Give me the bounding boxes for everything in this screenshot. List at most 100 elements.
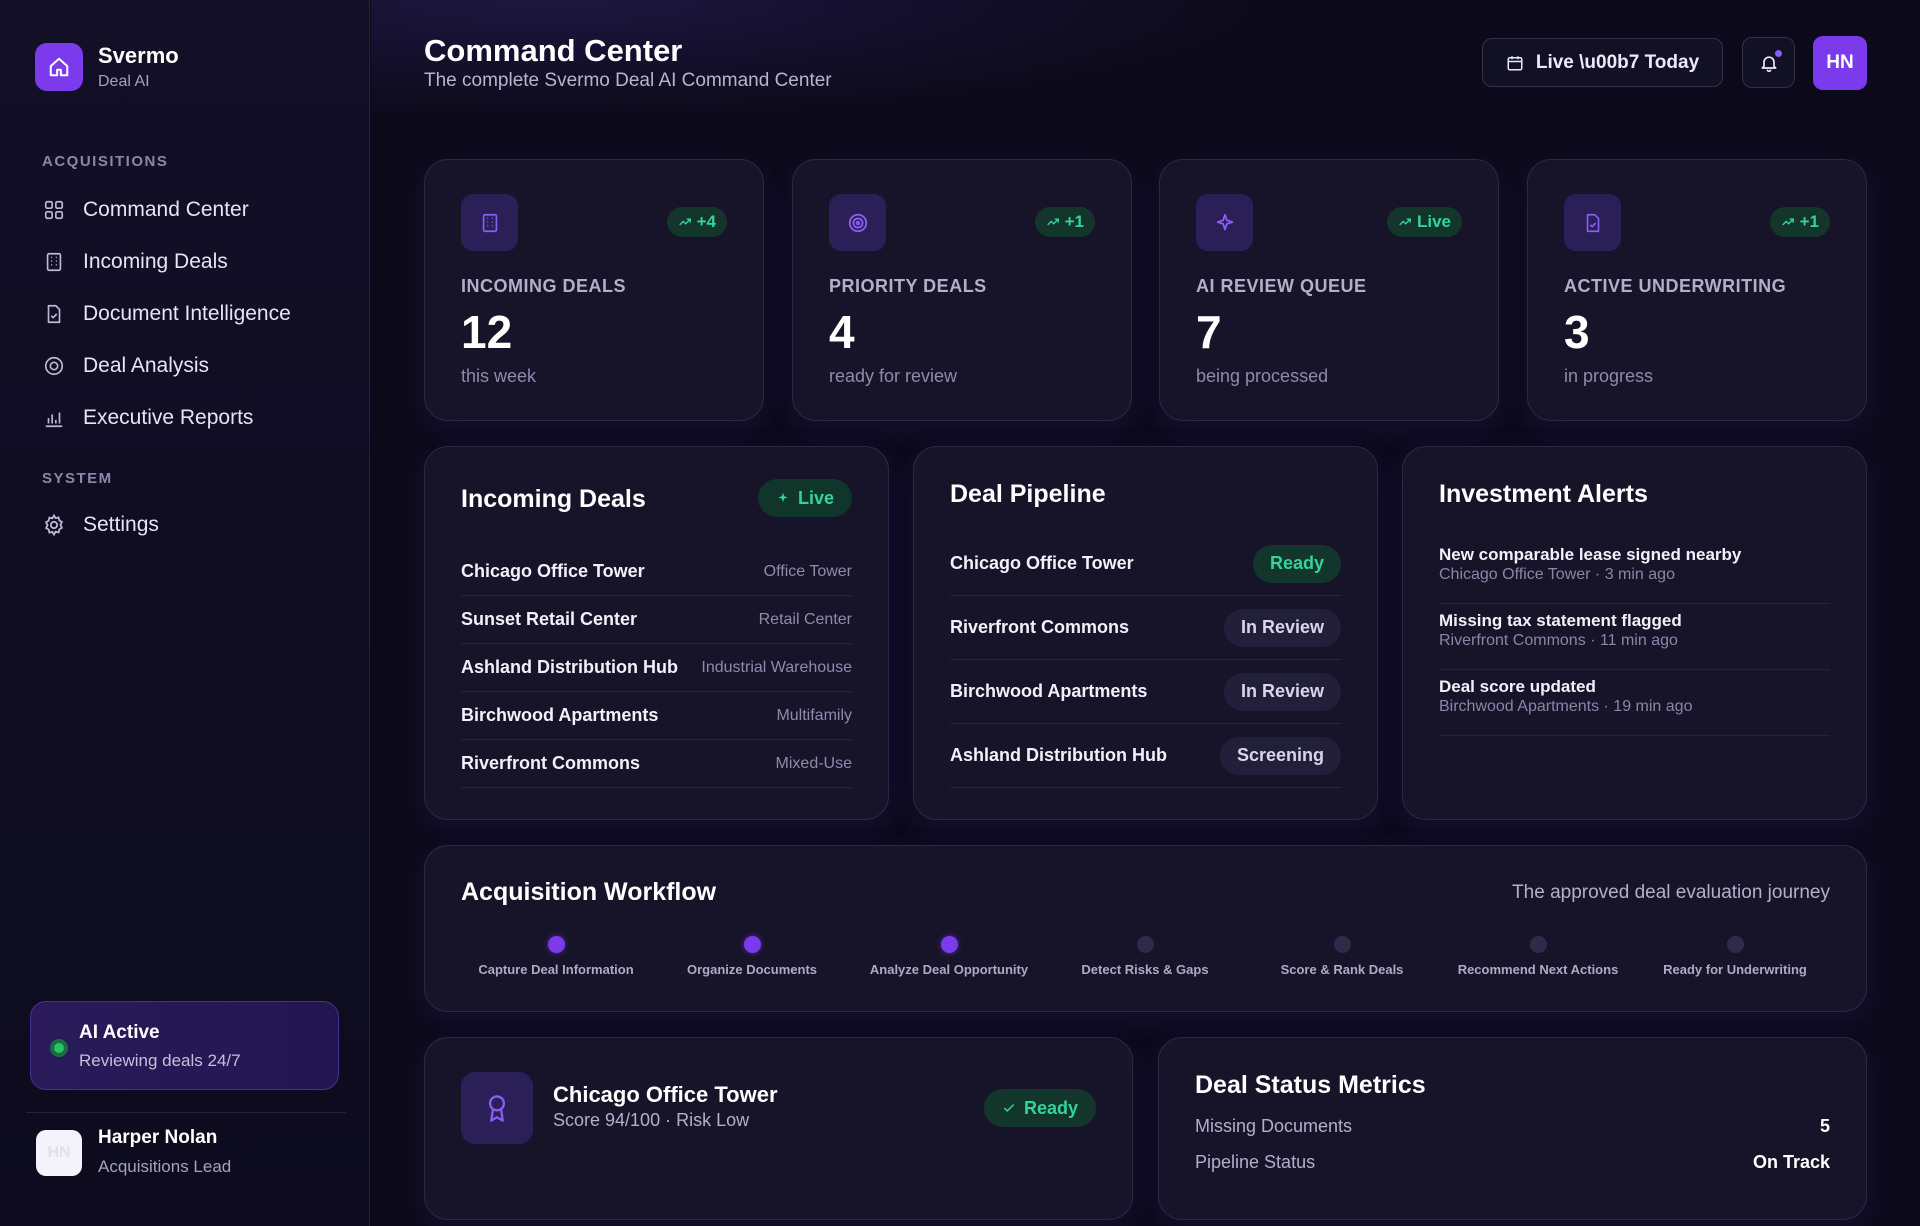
deal-type: Office Tower [763, 562, 852, 580]
target-icon [829, 194, 886, 251]
investment-alerts-panel: Investment Alerts New comparable lease s… [1402, 446, 1867, 820]
brand-name: Svermo [98, 43, 179, 68]
document-check-icon [1564, 194, 1621, 251]
table-row[interactable]: Chicago Office Tower Ready [950, 532, 1341, 596]
notifications-button[interactable] [1742, 37, 1795, 88]
top-deal-card[interactable]: Chicago Office Tower Score 94/100 · Risk… [424, 1037, 1133, 1220]
step-label: Detect Risks & Gaps [1081, 962, 1209, 977]
status-badge: Ready [983, 1089, 1096, 1127]
stat-label: PRIORITY DEALS [829, 276, 987, 296]
list-item[interactable]: Missing tax statement flagged Riverfront… [1439, 603, 1830, 670]
deal-title: Chicago Office Tower [553, 1082, 778, 1107]
user-role: Acquisitions Lead [98, 1157, 232, 1176]
stat-card-underwriting[interactable]: +1 ACTIVE UNDERWRITING 3 in progress [1527, 159, 1867, 421]
ai-status-card: AI Active Reviewing deals 24/7 [30, 1001, 339, 1090]
workflow-step[interactable]: Detect Risks & Gaps [1047, 936, 1243, 977]
sidebar-item-label: Incoming Deals [83, 250, 228, 273]
panel-subtitle: The approved deal evaluation journey [1512, 882, 1830, 903]
stat-label: INCOMING DEALS [461, 276, 627, 296]
stat-label: AI REVIEW QUEUE [1196, 276, 1367, 296]
header-avatar[interactable]: HN [1813, 36, 1867, 90]
metric-value: 5 [1819, 1116, 1830, 1136]
step-label: Score & Rank Deals [1280, 962, 1404, 977]
list-item[interactable]: Sunset Retail Center Retail Center [461, 596, 852, 644]
step-done-dot [940, 936, 958, 953]
list-item[interactable]: Ashland Distribution Hub Industrial Ware… [461, 644, 852, 692]
document-check-icon [42, 302, 66, 326]
stat-value: 7 [1196, 306, 1222, 358]
home-icon [35, 43, 83, 91]
sidebar-divider [26, 1112, 346, 1113]
sidebar-item-label: Document Intelligence [83, 302, 291, 325]
nav-section-system: SYSTEM [42, 470, 113, 487]
stat-card-ai-review[interactable]: Live AI REVIEW QUEUE 7 being processed [1159, 159, 1499, 421]
table-row[interactable]: Birchwood Apartments In Review [950, 660, 1341, 724]
step-pending-dot [1726, 936, 1744, 953]
list-item[interactable]: New comparable lease signed nearby Chica… [1439, 537, 1830, 604]
workflow-step[interactable]: Ready for Underwriting [1637, 936, 1833, 977]
table-row[interactable]: Riverfront Commons In Review [950, 596, 1341, 660]
stat-sub: in progress [1564, 366, 1654, 386]
sidebar-item-command-center[interactable]: Command Center [42, 195, 249, 225]
panel-title: Deal Pipeline [950, 480, 1106, 508]
sparkle-icon [776, 491, 790, 505]
deal-name: Sunset Retail Center [461, 609, 638, 629]
sparkle-icon [1196, 194, 1253, 251]
deal-name: Riverfront Commons [461, 753, 641, 773]
step-label: Capture Deal Information [478, 962, 634, 977]
panel-title: Incoming Deals [461, 485, 646, 513]
notification-dot [1775, 50, 1782, 57]
list-item[interactable]: Birchwood Apartments Multifamily [461, 692, 852, 740]
stat-card-incoming[interactable]: +4 INCOMING DEALS 12 this week [424, 159, 764, 421]
status-dot-icon [50, 1039, 68, 1057]
sidebar-item-label: Settings [83, 513, 159, 536]
stat-value: 4 [829, 306, 855, 358]
deal-name: Ashland Distribution Hub [461, 657, 678, 677]
grid-icon [42, 198, 66, 222]
workflow-step[interactable]: Capture Deal Information [458, 936, 654, 977]
workflow-step[interactable]: Recommend Next Actions [1440, 936, 1636, 977]
list-item[interactable]: Chicago Office Tower Office Tower [461, 548, 852, 596]
live-today-button[interactable]: Live \u00b7 Today [1482, 38, 1723, 87]
status-badge: Screening [1219, 736, 1341, 775]
panel-title: Acquisition Workflow [461, 878, 717, 906]
deal-name: Ashland Distribution Hub [950, 745, 1167, 765]
alert-meta: Birchwood Apartments · 19 min ago [1439, 698, 1693, 715]
deal-name: Birchwood Apartments [461, 705, 659, 725]
table-row[interactable]: Ashland Distribution Hub Screening [950, 724, 1341, 788]
trend-up-icon [1781, 215, 1795, 229]
workflow-step[interactable]: Organize Documents [654, 936, 850, 977]
workflow-step[interactable]: Score & Rank Deals [1244, 936, 1440, 977]
brand[interactable]: Svermo Deal AI [35, 43, 179, 91]
list-item[interactable]: Riverfront Commons Mixed-Use [461, 740, 852, 788]
workflow-step[interactable]: Analyze Deal Opportunity [851, 936, 1047, 977]
trend-badge: +1 [1769, 207, 1830, 237]
deal-type: Mixed-Use [775, 754, 852, 772]
metric-label: Pipeline Status [1195, 1152, 1316, 1172]
sidebar-item-document-intelligence[interactable]: Document Intelligence [42, 299, 291, 329]
sidebar-item-incoming-deals[interactable]: Incoming Deals [42, 247, 228, 277]
step-pending-dot [1333, 936, 1351, 953]
stat-sub: ready for review [829, 366, 958, 386]
list-item[interactable]: Deal score updated Birchwood Apartments … [1439, 669, 1830, 736]
deal-status-metrics-panel: Deal Status Metrics Missing Documents 5 … [1158, 1037, 1867, 1220]
metric-value: On Track [1752, 1152, 1830, 1172]
page-subtitle: The complete Svermo Deal AI Command Cent… [424, 70, 832, 91]
live-badge-label: Live [797, 487, 834, 508]
avatar[interactable]: HN [36, 1130, 82, 1176]
step-done-dot [547, 936, 565, 953]
sidebar-item-settings[interactable]: Settings [42, 510, 159, 540]
deal-type: Industrial Warehouse [701, 658, 852, 676]
ai-status-title: AI Active [79, 1022, 160, 1043]
bell-icon [1759, 53, 1779, 73]
alert-title: Deal score updated [1439, 677, 1596, 696]
deal-name: Birchwood Apartments [950, 681, 1148, 701]
calendar-icon [1506, 54, 1524, 72]
stat-card-priority[interactable]: +1 PRIORITY DEALS 4 ready for review [792, 159, 1132, 421]
metric-label: Missing Documents [1195, 1116, 1353, 1136]
metric-row: Missing Documents 5 [1195, 1116, 1830, 1137]
step-label: Recommend Next Actions [1457, 962, 1619, 977]
alert-title: New comparable lease signed nearby [1439, 545, 1742, 564]
sidebar-item-executive-reports[interactable]: Executive Reports [42, 403, 253, 433]
sidebar-item-deal-analysis[interactable]: Deal Analysis [42, 351, 209, 381]
